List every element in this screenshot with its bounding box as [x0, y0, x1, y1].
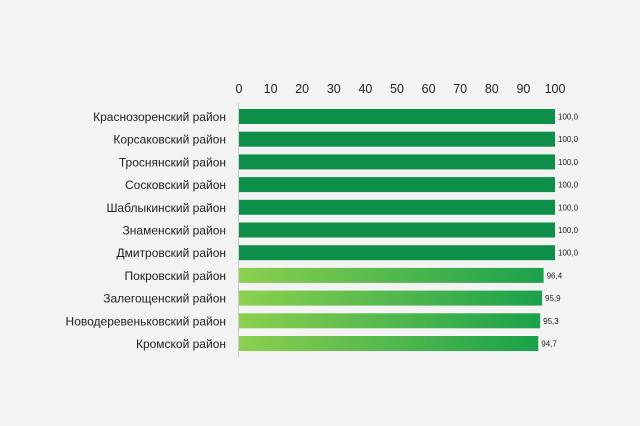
x-tick-label: 40 [358, 82, 372, 96]
x-tick-label: 70 [453, 82, 467, 96]
bar [239, 267, 544, 283]
x-axis-ticks: 0 10 20 30 40 50 60 70 80 90 100 [236, 82, 566, 96]
bar [239, 177, 555, 193]
bar [239, 154, 555, 170]
value-label: 100,0 [558, 113, 579, 122]
category-label: Троснянский район [119, 155, 226, 169]
category-label: Новодеревеньковский район [66, 314, 226, 328]
category-label: Дмитровский район [116, 246, 226, 260]
x-tick-label: 80 [485, 82, 499, 96]
bar [239, 336, 539, 351]
bar [239, 109, 555, 124]
bar [239, 131, 555, 147]
category-label: Сосковский район [125, 178, 226, 192]
x-tick-label: 90 [516, 82, 530, 96]
category-label: Шаблыкинский район [106, 201, 226, 215]
bar [239, 199, 555, 215]
value-label: 100,0 [558, 226, 579, 235]
bar [239, 290, 543, 306]
category-labels: Краснозоренский район Корсаковский район Т… [66, 110, 226, 351]
bar [239, 313, 541, 329]
value-label: 100,0 [558, 203, 579, 212]
category-label: Краснозоренский район [93, 110, 226, 124]
category-label: Корсаковский район [113, 133, 226, 147]
bars [239, 109, 555, 351]
value-label: 100,0 [558, 135, 579, 144]
value-label: 100,0 [558, 158, 579, 167]
x-tick-label: 30 [327, 82, 341, 96]
bar [239, 245, 555, 261]
value-label: 96,4 [547, 271, 563, 280]
x-tick-label: 20 [295, 82, 309, 96]
x-tick-label: 60 [422, 82, 436, 96]
category-label: Знаменский район [123, 224, 226, 238]
category-label: Покровский район [125, 269, 226, 283]
value-labels: 100,0 100,0 100,0 100,0 100,0 100,0 100,0 96,4 9… [541, 113, 578, 349]
bar [239, 222, 555, 238]
x-tick-label: 100 [545, 82, 566, 96]
value-label: 95,3 [543, 317, 559, 326]
x-tick-label: 50 [390, 82, 404, 96]
x-tick-label: 10 [264, 82, 278, 96]
category-label: Кромской район [136, 337, 226, 351]
category-label: Залегощенский район [103, 292, 226, 306]
value-label: 94,7 [541, 340, 557, 349]
value-label: 100,0 [558, 249, 579, 258]
value-label: 95,9 [545, 294, 561, 303]
x-tick-label: 0 [236, 82, 243, 96]
value-label: 100,0 [558, 181, 579, 190]
